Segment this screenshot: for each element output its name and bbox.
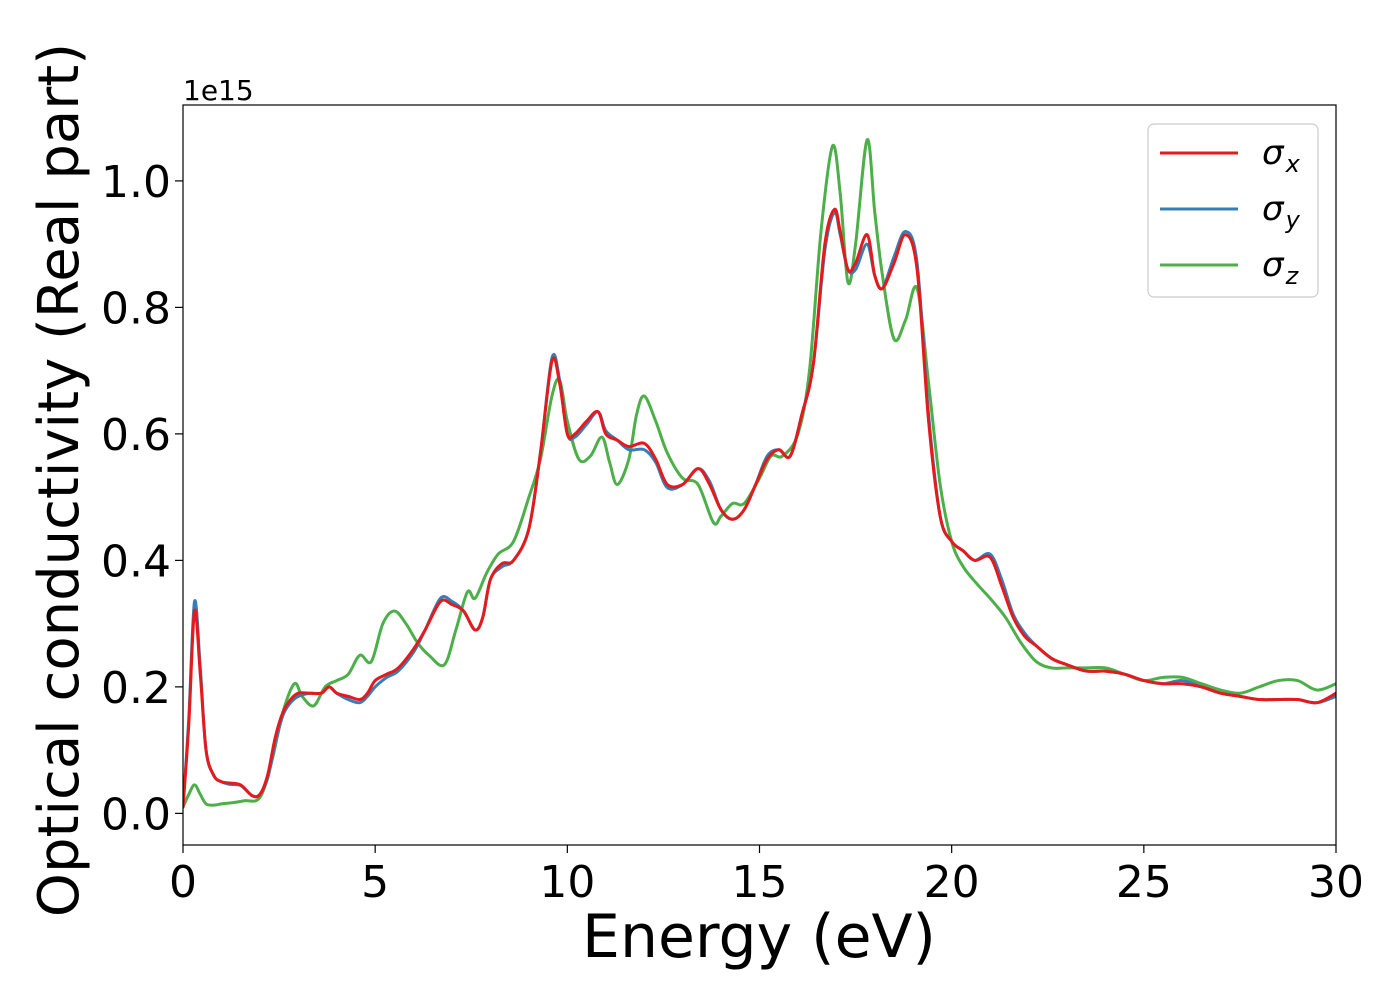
x-tick-label: 20 (924, 857, 980, 908)
y-tick-label: 0.4 (101, 536, 171, 587)
x-tick-label: 30 (1308, 857, 1364, 908)
y-tick-label: 0.6 (101, 410, 171, 461)
y-tick-label: 0.8 (101, 283, 171, 334)
legend-label-y: σy (1262, 189, 1301, 234)
legend: σx σy σz (1147, 123, 1319, 298)
x-axis-ticks: 0 5 10 15 20 25 30 (169, 845, 1364, 908)
y-tick-label: 0.0 (101, 789, 171, 840)
x-tick-label: 10 (539, 857, 595, 908)
x-axis-label: Energy (eV) (582, 902, 936, 972)
legend-label-z: σz (1262, 245, 1300, 290)
x-tick-label: 0 (169, 857, 197, 908)
x-tick-label: 25 (1116, 857, 1172, 908)
series-line-z (183, 138, 1336, 809)
x-tick-label: 15 (732, 857, 788, 908)
y-tick-label: 0.2 (101, 663, 171, 714)
y-axis-ticks: 0.0 0.2 0.4 0.6 0.8 1.0 (101, 157, 183, 840)
legend-label-x: σx (1262, 133, 1301, 178)
series-layer (183, 138, 1336, 809)
x-tick-label: 5 (361, 857, 389, 908)
series-line-x (183, 207, 1336, 809)
y-offset-label: 1e15 (183, 74, 254, 107)
y-axis-label: Optical conductivity (Real part) (27, 43, 92, 917)
legend-items: σx σy σz (1160, 133, 1301, 290)
y-tick-label: 1.0 (101, 157, 171, 208)
